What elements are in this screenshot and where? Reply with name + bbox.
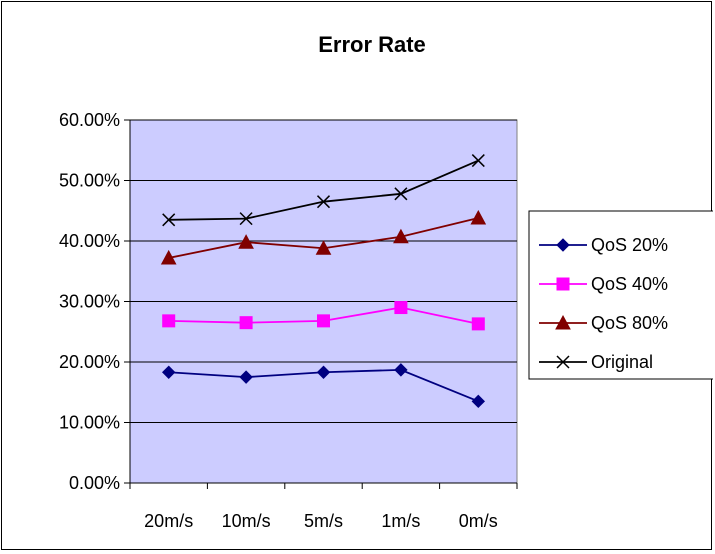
legend-item: QoS 40%: [539, 274, 668, 294]
marker-stroke: [239, 212, 253, 226]
y-axis-ticks: 0.00% 10.00% 20.00% 30.00% 40.00% 50.00% 60.00…: [59, 110, 130, 493]
legend-marker: [556, 238, 570, 252]
data-point: [471, 394, 486, 409]
data-point: [239, 316, 253, 330]
legend-item: QoS 80%: [539, 313, 668, 333]
x-tick-label: 20m/s: [144, 511, 193, 531]
legend: QoS 20% QoS 40% QoS 80% Original: [528, 210, 713, 380]
marker-stroke: [556, 355, 570, 369]
legend-marker: [556, 355, 570, 369]
data-point: [162, 314, 176, 328]
data-point: [239, 370, 253, 384]
chart-title: Error Rate: [318, 32, 426, 57]
series-group: [160, 154, 487, 409]
legend-item: QoS 20%: [539, 235, 668, 255]
x-axis-ticks: 20m/s 10m/s 5m/s 1m/s 0m/s: [129, 483, 518, 531]
data-point: [471, 154, 485, 168]
data-point: [394, 301, 408, 315]
data-point: [239, 212, 253, 226]
x-tick-label: 5m/s: [304, 511, 343, 531]
x-tick-label: 10m/s: [222, 511, 271, 531]
series-original: [162, 154, 485, 227]
x-tick-label: 0m/s: [459, 511, 498, 531]
data-point: [162, 213, 176, 227]
legend-item: Original: [539, 352, 653, 372]
data-point: [160, 249, 177, 265]
series-qos-20-: [161, 363, 486, 409]
marker-stroke: [316, 195, 331, 209]
y-tick-label: 20.00%: [59, 352, 120, 372]
data-point: [161, 365, 176, 379]
data-point: [471, 317, 485, 331]
legend-label: Original: [591, 352, 653, 372]
y-tick-label: 10.00%: [59, 413, 120, 433]
data-point: [238, 234, 254, 249]
data-point: [394, 187, 408, 201]
y-tick-label: 60.00%: [59, 110, 120, 130]
legend-label: QoS 40%: [591, 274, 668, 294]
data-point: [317, 314, 330, 328]
y-tick-label: 50.00%: [59, 171, 120, 191]
y-tick-label: 30.00%: [59, 292, 120, 312]
y-tick-label: 40.00%: [59, 231, 120, 251]
data-point: [316, 195, 331, 209]
data-point: [316, 365, 331, 379]
legend-marker: [555, 314, 571, 330]
series-qos-40-: [162, 301, 485, 331]
legend-marker: [556, 277, 570, 291]
data-point: [394, 363, 408, 377]
y-tick-label: 0.00%: [69, 473, 120, 493]
legend-label: QoS 80%: [591, 313, 668, 333]
data-point: [470, 209, 487, 225]
x-tick-label: 1m/s: [381, 511, 420, 531]
marker-stroke: [471, 154, 485, 168]
legend-box: [528, 210, 713, 380]
legend-label: QoS 20%: [591, 235, 668, 255]
marker-stroke: [394, 187, 408, 201]
series-qos-80-: [160, 209, 487, 265]
data-point: [315, 240, 332, 255]
gridlines: [130, 119, 517, 423]
data-point: [393, 228, 409, 244]
marker-stroke: [162, 213, 176, 227]
